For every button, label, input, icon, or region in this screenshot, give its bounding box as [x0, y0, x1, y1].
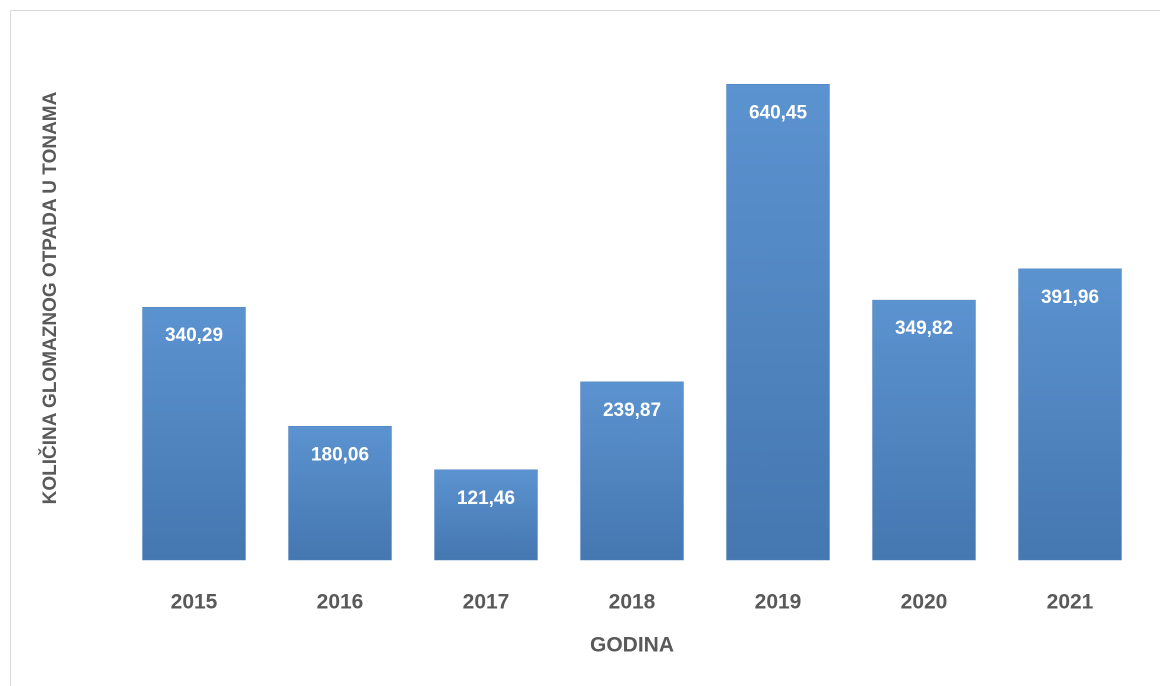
data-label: 121,46 [457, 488, 515, 509]
x-tick-label: 2018 [609, 591, 656, 614]
x-tick-label: 2015 [171, 591, 218, 614]
bar [1018, 268, 1122, 561]
bar [288, 425, 392, 561]
data-label: 349,82 [895, 318, 953, 339]
data-label: 180,06 [311, 444, 369, 465]
bar [580, 381, 684, 561]
x-axis-title: GODINA [590, 634, 674, 657]
chart-border [10, 10, 1160, 686]
data-label: 239,87 [603, 400, 661, 421]
bar [726, 83, 830, 561]
x-tick-label: 2020 [901, 591, 948, 614]
x-tick-label: 2021 [1047, 591, 1094, 614]
x-tick-label: 2016 [317, 591, 364, 614]
bar [434, 469, 538, 561]
data-label: 640,45 [749, 102, 808, 123]
x-tick-label: 2019 [755, 591, 802, 614]
x-tick-label: 2017 [463, 591, 510, 614]
data-label: 340,29 [165, 325, 223, 346]
data-label: 391,96 [1041, 287, 1099, 308]
bar [142, 306, 246, 561]
bar [872, 299, 976, 561]
y-axis-title: KOLIČINA GLOMAZNOG OTPADA U TONAMA [40, 91, 61, 505]
